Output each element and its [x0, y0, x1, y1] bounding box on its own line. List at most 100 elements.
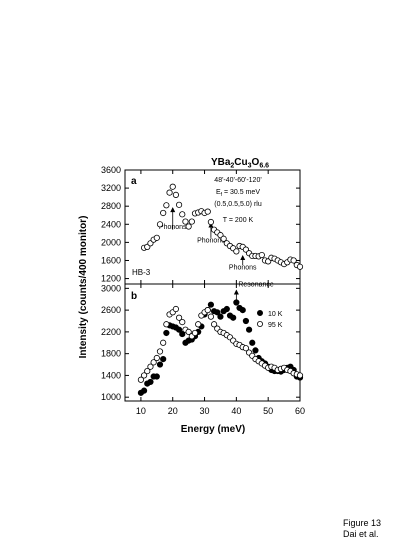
data-point-p1-s1-12: [175, 314, 183, 321]
data-point-p0-s0-10: [172, 191, 180, 198]
x-tick-label-50: 50: [263, 406, 273, 416]
data-point-p0-s0-11: [175, 201, 183, 208]
data-point-p1-s1-13: [179, 318, 186, 326]
data-point-p0-s0-25: [220, 235, 227, 242]
data-point-p0-s0-7: [163, 202, 170, 209]
figure-caption: Figure 13 Dai et al.: [343, 518, 381, 540]
data-point-p1-s0-12: [175, 326, 183, 333]
x-tick-label-10: 10: [136, 406, 146, 416]
annotation-arrowhead-p1-0: [233, 289, 239, 295]
legend-marker-95k: [256, 320, 263, 327]
x-tick-label-30: 30: [200, 406, 210, 416]
data-point-p1-s0-8: [163, 329, 170, 337]
temperature-text: T = 200 K: [223, 217, 254, 224]
y-tick-label-p0-2800: 2800: [101, 201, 121, 211]
axes-layer: 10 20 30 40 50 60 1200 1600 2000 2400 2800 3200 3600…: [101, 165, 305, 416]
data-point-p1-s1-50: [296, 372, 304, 379]
caption-authors: Dai et al.: [343, 529, 379, 539]
data-point-p1-s1-1: [140, 372, 148, 379]
final-energy-text: Ef = 30.5 meV: [216, 189, 260, 198]
y-tick-label-p0-3600: 3600: [101, 165, 121, 175]
data-point-p0-s0-21: [207, 218, 215, 226]
panel-a-label: a: [131, 176, 137, 187]
y-tick-label-p1-1800: 1800: [101, 349, 121, 359]
y-tick-label-p0-2400: 2400: [101, 219, 121, 229]
data-point-p1-s1-33: [242, 345, 250, 352]
data-point-p0-s0-6: [160, 209, 167, 217]
data-point-p1-s0-29: [230, 314, 237, 321]
data-point-p1-s1-15: [185, 328, 192, 335]
data-point-p1-s0-13: [179, 330, 186, 338]
data-point-p1-s1-18: [195, 321, 202, 328]
data-point-p1-s1-0: [137, 376, 145, 383]
data-marks-layer: [137, 183, 304, 396]
data-point-p1-s0-27: [223, 305, 230, 313]
data-point-p1-s0-3: [147, 378, 154, 386]
x-tick-label-20: 20: [168, 406, 178, 416]
data-point-p1-s0-25: [217, 313, 224, 320]
annotation-arrowhead-p0-0: [170, 207, 176, 213]
data-point-p0-s0-47: [290, 257, 297, 264]
data-point-p1-s0-35: [249, 339, 256, 346]
data-point-p1-s1-2: [144, 367, 151, 375]
data-point-p1-s1-22: [207, 313, 215, 320]
y-tick-label-p1-2200: 2200: [101, 327, 121, 337]
wavevector-text: (0.5,0.5,5.0) rlu: [214, 201, 262, 208]
y-tick-label-p0-2000: 2000: [101, 237, 121, 247]
data-point-p1-s1-6: [156, 348, 164, 355]
annotation-label-p1-0: Resonance: [238, 281, 274, 288]
panel-a-info: 48'-40'-60'-120' Ef = 30.5 meV (0.5,0.5,…: [214, 177, 262, 224]
data-point-p0-s0-49: [296, 263, 304, 270]
data-point-p1-s1-21: [204, 307, 211, 314]
panel-b-frame: [124, 283, 301, 402]
y-tick-label-p0-1600: 1600: [101, 255, 121, 265]
data-point-p1-s0-33: [242, 317, 250, 325]
data-point-p1-s0-7: [160, 355, 167, 363]
x-axis-label: Energy (meV): [181, 424, 245, 435]
y-tick-label-p1-3000: 3000: [101, 283, 121, 293]
data-point-p0-s0-4: [153, 234, 160, 241]
collimation-text: 48'-40'-60'-120': [214, 177, 261, 184]
legend-marker-10k: [256, 309, 263, 316]
data-point-p0-s0-20: [204, 208, 211, 215]
data-point-p0-s0-37: [258, 251, 265, 259]
data-point-p0-s0-9: [169, 183, 176, 190]
data-point-p1-s0-30: [233, 299, 240, 306]
data-point-p1-s0-22: [207, 301, 215, 308]
y-tick-label-p1-2600: 2600: [101, 305, 121, 315]
data-point-p1-s0-36: [252, 347, 259, 354]
panel-b-label: b: [131, 291, 137, 302]
y-tick-label-p1-1400: 1400: [101, 370, 121, 380]
data-point-p1-s1-11: [172, 305, 180, 313]
x-tick-label-60: 60: [295, 406, 305, 416]
data-point-p1-s0-24: [214, 309, 221, 316]
data-point-p1-s0-32: [239, 307, 246, 314]
instrument-label: HB-3: [132, 268, 151, 277]
data-point-p0-s0-15: [188, 218, 195, 225]
annotation-label-p0-0: Phonons: [159, 224, 187, 231]
legend-label-10k: 10 K: [268, 311, 283, 318]
annotation-label-p0-1: Phonons: [197, 237, 225, 244]
y-tick-label-p1-1000: 1000: [101, 392, 121, 402]
annotation-label-p0-2: Phonons: [229, 265, 257, 272]
legend: 10 K 95 K: [256, 309, 283, 329]
chart-title: YBa2Cu3O6.6: [211, 157, 269, 170]
data-point-p0-s0-8: [166, 189, 173, 196]
legend-label-95k: 95 K: [268, 322, 283, 329]
data-point-p0-s0-5: [156, 221, 164, 228]
data-point-p0-s0-13: [182, 218, 189, 225]
data-point-p0-s0-29: [233, 248, 240, 255]
y-tick-label-p0-3200: 3200: [101, 183, 121, 193]
data-point-p1-s1-7: [160, 339, 167, 346]
data-point-p0-s0-14: [185, 223, 192, 230]
data-point-p1-s1-17: [191, 329, 199, 337]
data-point-p1-s0-6: [156, 361, 164, 368]
data-point-p0-s0-12: [179, 211, 186, 218]
y-axis-label: Intensity (counts/400 monitor): [78, 216, 89, 359]
annotation-arrowhead-p0-2: [240, 255, 246, 261]
x-tick-label-40: 40: [231, 406, 241, 416]
data-point-p1-s0-1: [140, 387, 148, 394]
caption-figure-number: Figure 13: [343, 518, 382, 528]
y-tick-label-p0-1200: 1200: [101, 274, 121, 284]
